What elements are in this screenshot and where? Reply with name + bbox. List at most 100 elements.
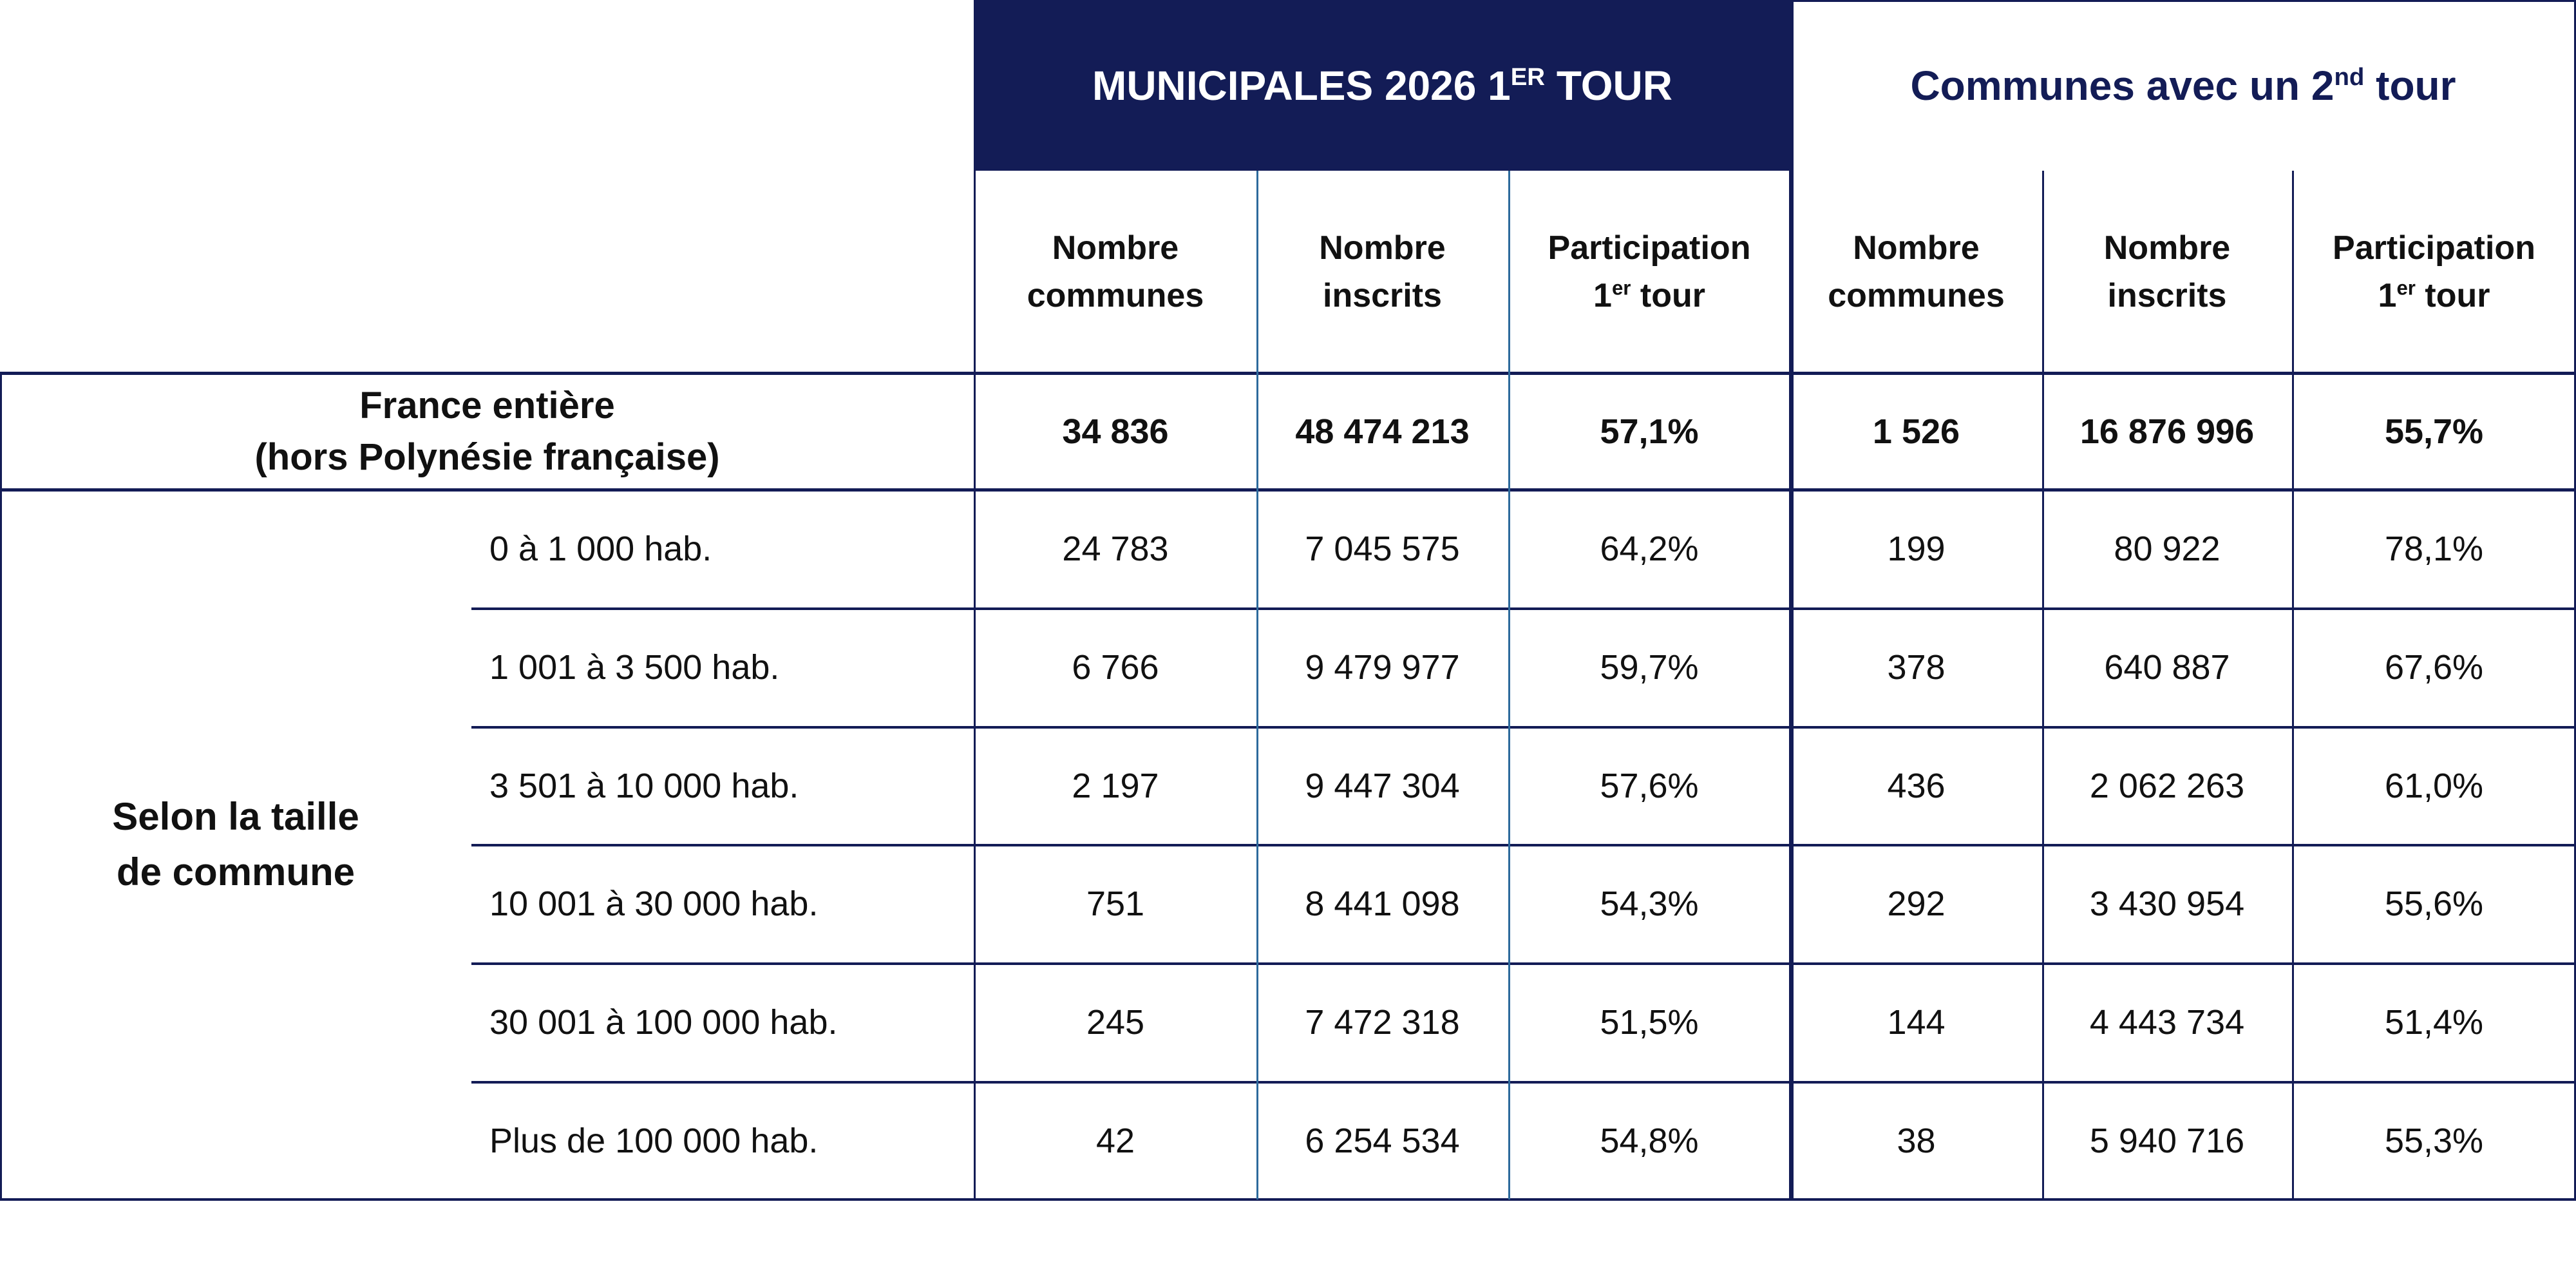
table-cell: 24 783	[1062, 530, 1169, 568]
column-divider	[2292, 171, 2294, 1199]
column-divider	[2574, 0, 2576, 1201]
column-header-line2-sup: er	[1611, 276, 1631, 300]
column-header-1: Nombre inscrits	[1256, 171, 1508, 373]
table-cell: 144	[1887, 1003, 1946, 1042]
table-cell: 4 443 734	[2089, 1003, 2245, 1042]
group-label-line1: Selon la taille	[112, 795, 359, 838]
row-divider	[471, 1081, 2576, 1084]
table-cell: 55,6%	[2384, 884, 2484, 923]
row-divider	[471, 726, 2576, 729]
column-divider	[1508, 171, 1510, 1199]
column-header-4: Nombre inscrits	[2042, 171, 2292, 373]
column-divider	[0, 372, 2, 1201]
total-cell: 34 836	[1062, 412, 1169, 451]
table-cell: 80 922	[2114, 530, 2221, 568]
row-divider	[0, 1198, 2576, 1201]
column-header-line1: Nombre	[2103, 229, 2231, 267]
title-sup: nd	[2334, 62, 2365, 91]
total-cell: 16 876 996	[2079, 412, 2255, 451]
total-label-line2: (hors Polynésie française)	[254, 435, 720, 478]
total-row-label: France entière (hors Polynésie française)	[0, 373, 974, 490]
column-header-0: Nombre communes	[974, 171, 1256, 373]
total-label-line1: France entière	[359, 384, 615, 426]
table-cell: 9 447 304	[1305, 766, 1460, 805]
title-sup: ER	[1510, 62, 1546, 91]
column-header-2: Participation 1er tour	[1508, 171, 1790, 373]
total-cell: 1 526	[1872, 412, 1960, 451]
column-header-line2: communes	[1828, 277, 2005, 314]
table-cell: 54,3%	[1600, 884, 1699, 923]
row-label: 30 001 à 100 000 hab.	[489, 1003, 838, 1042]
column-header-line2-pre: 1	[1593, 277, 1612, 314]
title-suffix: TOUR	[1545, 62, 1672, 109]
column-header-line1: Participation	[1548, 229, 1751, 267]
row-divider	[471, 844, 2576, 846]
table-cell: 9 479 977	[1305, 648, 1460, 687]
title-text: MUNICIPALES 2026 1	[1092, 62, 1511, 109]
row-divider	[471, 962, 2576, 965]
table-cell: 51,5%	[1600, 1003, 1699, 1042]
table-cell: 55,3%	[2384, 1121, 2484, 1160]
column-header-5: Participation 1er tour	[2292, 171, 2576, 373]
column-header-line1: Participation	[2333, 229, 2535, 267]
row-divider	[0, 488, 2576, 492]
table-cell: 6 254 534	[1305, 1121, 1460, 1160]
group-label-line2: de commune	[116, 850, 355, 894]
table-cell: 378	[1887, 648, 1946, 687]
column-divider	[2042, 171, 2044, 1199]
table-cell: 2 197	[1072, 766, 1159, 805]
table-cell: 3 430 954	[2089, 884, 2245, 923]
column-header-line2-post: tour	[1631, 277, 1705, 314]
row-label: Plus de 100 000 hab.	[489, 1121, 819, 1160]
column-divider	[974, 0, 976, 1201]
total-cell: 55,7%	[2384, 412, 2484, 451]
column-header-line1: Nombre	[1853, 229, 1980, 267]
total-cell: 57,1%	[1600, 412, 1699, 451]
row-divider	[471, 607, 2576, 610]
table-cell: 59,7%	[1600, 648, 1699, 687]
table-cell: 61,0%	[2384, 766, 2484, 805]
table-cell: 51,4%	[2384, 1003, 2484, 1042]
row-divider	[974, 0, 2576, 2]
column-divider	[1256, 171, 1258, 1199]
table-cell: 6 766	[1072, 648, 1159, 687]
table-cell: 57,6%	[1600, 766, 1699, 805]
column-header-line2: inscrits	[2107, 277, 2227, 314]
row-label: 0 à 1 000 hab.	[489, 530, 712, 568]
column-header-line1: Nombre	[1052, 229, 1179, 267]
table-cell: 751	[1086, 884, 1145, 923]
total-cell: 48 474 213	[1295, 412, 1470, 451]
row-label: 3 501 à 10 000 hab.	[489, 766, 799, 805]
header-communes-2nd-tour: Communes avec un 2nd tour	[1790, 0, 2576, 171]
table-cell: 292	[1887, 884, 1946, 923]
column-header-line2-pre: 1	[2378, 277, 2397, 314]
table-cell: 67,6%	[2384, 648, 2484, 687]
table-cell: 5 940 716	[2089, 1121, 2245, 1160]
column-divider	[1789, 0, 1794, 1201]
column-header-line2-sup: er	[2396, 276, 2416, 300]
table-cell: 78,1%	[2384, 530, 2484, 568]
table-cell: 7 045 575	[1305, 530, 1460, 568]
table-cell: 8 441 098	[1305, 884, 1460, 923]
column-header-line2: communes	[1027, 277, 1204, 314]
table-cell: 64,2%	[1600, 530, 1699, 568]
column-header-line1: Nombre	[1319, 229, 1446, 267]
table-cell: 7 472 318	[1305, 1003, 1460, 1042]
table-cell: 2 062 263	[2089, 766, 2245, 805]
column-header-line2: inscrits	[1323, 277, 1442, 314]
column-header-line2: 1er tour	[1593, 272, 1705, 320]
row-label: 10 001 à 30 000 hab.	[489, 884, 819, 923]
table-cell: 436	[1887, 766, 1946, 805]
table-cell: 245	[1086, 1003, 1145, 1042]
table-cell: 38	[1897, 1121, 1936, 1160]
column-header-line2-post: tour	[2415, 277, 2490, 314]
table-cell: 640 887	[2104, 648, 2230, 687]
table-cell: 42	[1095, 1121, 1135, 1160]
table-cell: 199	[1887, 530, 1946, 568]
row-label: 1 001 à 3 500 hab.	[489, 648, 780, 687]
table-cell: 54,8%	[1600, 1121, 1699, 1160]
column-header-3: Nombre communes	[1790, 171, 2042, 373]
column-header-line2: 1er tour	[2378, 272, 2490, 320]
header-municipales-1er-tour: MUNICIPALES 2026 1ER TOUR	[974, 0, 1790, 171]
row-divider	[0, 372, 2576, 375]
